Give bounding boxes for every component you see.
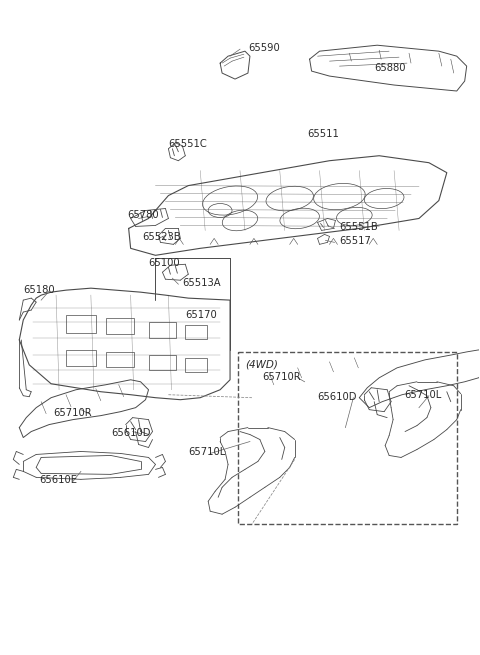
Text: 65880: 65880 bbox=[374, 63, 406, 73]
Text: 65710L: 65710L bbox=[188, 447, 226, 457]
Text: 65513A: 65513A bbox=[182, 278, 221, 288]
Text: 65100: 65100 bbox=[148, 258, 180, 269]
Text: 65590: 65590 bbox=[248, 43, 280, 53]
Bar bbox=[106, 352, 133, 367]
Bar bbox=[66, 350, 96, 366]
Bar bbox=[66, 315, 96, 333]
Text: 65170: 65170 bbox=[185, 310, 217, 320]
Bar bbox=[185, 358, 207, 372]
Text: 65780: 65780 bbox=[128, 210, 159, 221]
Bar bbox=[106, 318, 133, 334]
Text: 65610D: 65610D bbox=[318, 392, 357, 402]
Text: 65517: 65517 bbox=[339, 236, 372, 246]
Text: 65610E: 65610E bbox=[39, 476, 77, 485]
Text: 65710R: 65710R bbox=[262, 372, 300, 382]
Text: 65523B: 65523B bbox=[143, 233, 181, 242]
Text: 65710L: 65710L bbox=[404, 390, 441, 400]
Text: 65710R: 65710R bbox=[53, 407, 92, 418]
Bar bbox=[185, 325, 207, 339]
Bar bbox=[238, 352, 457, 524]
Text: 65180: 65180 bbox=[23, 285, 55, 295]
Text: 65610D: 65610D bbox=[111, 428, 150, 438]
Bar bbox=[148, 355, 176, 370]
Text: 65551C: 65551C bbox=[168, 139, 207, 149]
Bar bbox=[148, 322, 176, 338]
Text: (4WD): (4WD) bbox=[245, 360, 278, 370]
Text: 65511: 65511 bbox=[308, 129, 339, 139]
Text: 65551B: 65551B bbox=[339, 223, 378, 233]
